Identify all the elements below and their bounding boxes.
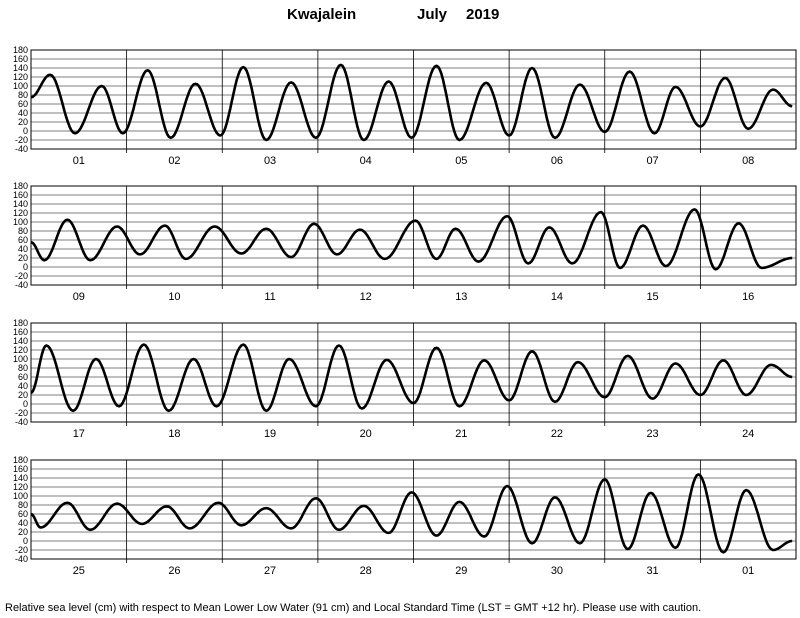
y-tick-label: 40	[18, 518, 28, 528]
tide-curve	[30, 343, 793, 413]
day-label: 29	[455, 565, 467, 577]
day-label: 25	[73, 565, 85, 577]
y-tick-label: 100	[13, 491, 28, 501]
y-tick-label: 140	[13, 473, 28, 483]
y-tick-label: 180	[13, 45, 28, 55]
day-label: 27	[264, 565, 276, 577]
day-label: 19	[264, 428, 276, 440]
panel-frame	[30, 459, 797, 560]
y-tick-label: 80	[18, 90, 28, 100]
y-tick-label: -40	[15, 554, 28, 564]
y-tick-label: 180	[13, 181, 28, 191]
day-label: 01	[73, 155, 85, 167]
y-tick-label: -20	[15, 135, 28, 145]
day-label: 28	[360, 565, 372, 577]
y-tick-label: 100	[13, 354, 28, 364]
day-label: 24	[742, 428, 754, 440]
day-label: 20	[360, 428, 372, 440]
year-title: 2019	[466, 6, 500, 23]
y-tick-label: 0	[23, 399, 28, 409]
y-tick-label: -40	[15, 280, 28, 290]
y-tick-label: 80	[18, 226, 28, 236]
day-label: 18	[168, 428, 180, 440]
day-label: 30	[551, 565, 563, 577]
y-tick-label: 0	[23, 536, 28, 546]
y-tick-label: 120	[13, 345, 28, 355]
day-label: 14	[551, 291, 563, 303]
day-label: 01	[742, 565, 754, 577]
y-tick-label: 60	[18, 372, 28, 382]
day-label: 05	[455, 155, 467, 167]
day-label: 09	[73, 291, 85, 303]
day-label: 17	[73, 428, 85, 440]
day-label: 11	[264, 291, 275, 303]
y-tick-label: 20	[18, 527, 28, 537]
y-tick-label: -40	[15, 417, 28, 427]
day-label: 15	[646, 291, 658, 303]
day-label: 22	[551, 428, 563, 440]
y-tick-label: 80	[18, 363, 28, 373]
y-tick-label: 80	[18, 500, 28, 510]
tide-curve	[30, 473, 793, 554]
y-tick-label: -20	[15, 408, 28, 418]
y-tick-label: -20	[15, 271, 28, 281]
y-tick-label: 100	[13, 217, 28, 227]
y-tick-label: 100	[13, 81, 28, 91]
y-tick-label: 40	[18, 244, 28, 254]
day-label: 08	[742, 155, 754, 167]
day-label: 04	[360, 155, 372, 167]
y-tick-label: 20	[18, 253, 28, 263]
y-tick-label: 40	[18, 108, 28, 118]
y-tick-label: 20	[18, 390, 28, 400]
day-label: 16	[742, 291, 754, 303]
y-tick-label: 140	[13, 199, 28, 209]
panel-frame	[30, 185, 797, 286]
y-tick-label: 40	[18, 381, 28, 391]
day-label: 12	[360, 291, 372, 303]
y-tick-label: -40	[15, 144, 28, 154]
y-tick-label: 60	[18, 509, 28, 519]
y-tick-label: 60	[18, 235, 28, 245]
y-tick-label: 160	[13, 54, 28, 64]
month-title: July	[417, 6, 448, 23]
y-tick-label: 160	[13, 327, 28, 337]
y-tick-label: 60	[18, 99, 28, 109]
day-label: 10	[168, 291, 180, 303]
tide-curve	[30, 63, 793, 142]
y-tick-label: 20	[18, 117, 28, 127]
day-label: 07	[646, 155, 658, 167]
footer-note: Relative sea level (cm) with respect to …	[5, 602, 702, 614]
tide-curve	[30, 208, 793, 271]
panel-frame	[30, 49, 797, 150]
station-title: Kwajalein	[287, 6, 357, 23]
y-tick-label: 0	[23, 126, 28, 136]
day-label: 06	[551, 155, 563, 167]
day-label: 26	[168, 565, 180, 577]
day-label: 13	[455, 291, 467, 303]
day-label: 31	[646, 565, 658, 577]
y-tick-label: 140	[13, 336, 28, 346]
day-label: 02	[168, 155, 180, 167]
day-label: 21	[455, 428, 467, 440]
day-label: 03	[264, 155, 276, 167]
y-tick-label: 160	[13, 464, 28, 474]
y-tick-label: 0	[23, 262, 28, 272]
y-tick-label: 120	[13, 482, 28, 492]
y-tick-label: 140	[13, 63, 28, 73]
y-tick-label: 120	[13, 208, 28, 218]
y-tick-label: 160	[13, 190, 28, 200]
panel-frame	[30, 322, 797, 423]
y-tick-label: -20	[15, 545, 28, 555]
y-tick-label: 180	[13, 455, 28, 465]
y-tick-label: 180	[13, 318, 28, 328]
y-tick-label: 120	[13, 72, 28, 82]
day-label: 23	[646, 428, 658, 440]
